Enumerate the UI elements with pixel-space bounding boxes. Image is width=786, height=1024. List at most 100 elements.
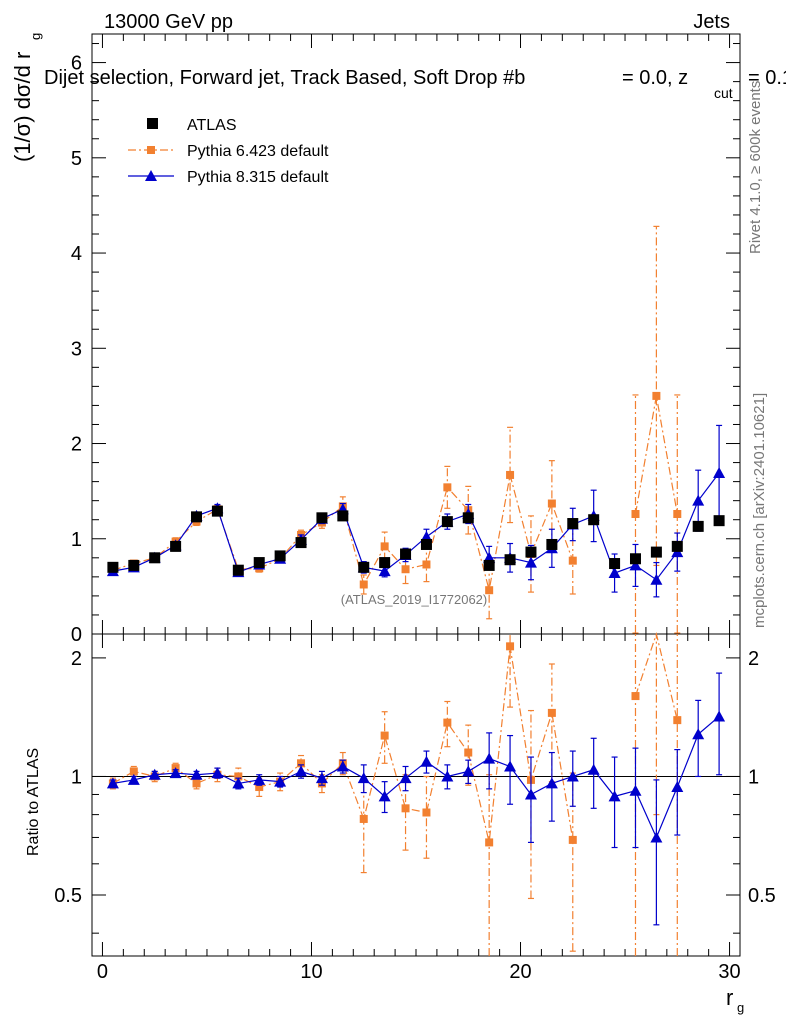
atlas-point bbox=[567, 518, 579, 530]
atlas-point bbox=[295, 537, 307, 549]
ratio-x-axis: 0 10 20 30 bbox=[97, 634, 741, 983]
pythia8-main-point bbox=[650, 573, 663, 585]
category-label: Jets bbox=[693, 11, 730, 33]
main-y-label-sub: g bbox=[28, 33, 43, 40]
pythia8-ratio-point bbox=[274, 775, 287, 787]
atlas-point bbox=[358, 561, 370, 573]
pythia6-ratio-point bbox=[422, 808, 431, 817]
x-tick-label: 10 bbox=[300, 961, 322, 983]
plot-title-end: = 0.1 bbox=[748, 67, 786, 89]
atlas-point bbox=[462, 512, 474, 524]
pythia8-main-point bbox=[608, 567, 621, 579]
pythia8-ratio-point bbox=[420, 755, 433, 767]
plot-title-sub: cut bbox=[714, 85, 733, 101]
pythia6-ratio-point bbox=[673, 716, 682, 725]
pythia8-ratio-point bbox=[587, 763, 600, 775]
ratio-y-tick-label: 2 bbox=[71, 648, 82, 670]
pythia6-ratio-point bbox=[547, 708, 556, 717]
pythia8-ratio-point bbox=[211, 767, 224, 779]
pythia6-main-point bbox=[359, 580, 368, 589]
pythia8-ratio-point bbox=[127, 773, 140, 785]
ratio-y-tick-label-right: 2 bbox=[748, 648, 759, 670]
pythia6-ratio-point bbox=[485, 838, 494, 847]
ratio-plot-panel: 0.5 0.5 1 1 2 2 0 10 20 30 bbox=[54, 631, 776, 983]
pythia8-main-point bbox=[713, 467, 726, 479]
pythia6-ratio-point bbox=[192, 779, 201, 788]
ratio-y-tick-label: 1 bbox=[71, 766, 82, 788]
pythia6-ratio-point bbox=[297, 759, 306, 768]
analysis-watermark: (ATLAS_2019_I1772062) bbox=[341, 592, 487, 607]
x-tick-label: 30 bbox=[718, 961, 740, 983]
atlas-point bbox=[588, 514, 600, 526]
pythia8-ratio-point bbox=[483, 752, 496, 764]
pythia6-main-point bbox=[547, 499, 556, 508]
ratio-y-tick-label-right: 0.5 bbox=[748, 885, 776, 907]
pythia6-main-point bbox=[485, 586, 494, 595]
pythia8-ratio-point bbox=[295, 765, 308, 777]
pythia8-ratio-point bbox=[169, 767, 182, 779]
pythia8-ratio-line bbox=[112, 716, 720, 839]
pythia8-main-point bbox=[629, 559, 642, 571]
legend-atlas-label: ATLAS bbox=[187, 117, 237, 134]
mcplots-label: mcplots.cern.ch [arXiv:2401.10621] bbox=[751, 393, 768, 628]
pythia6-ratio-point bbox=[568, 835, 577, 844]
main-x-ticks bbox=[101, 34, 731, 634]
atlas-point bbox=[191, 511, 203, 523]
pythia6-main-point bbox=[443, 483, 452, 492]
pythia8-ratio-point bbox=[378, 790, 391, 802]
pythia6-ratio-point bbox=[401, 804, 410, 813]
pythia6-main-point bbox=[652, 391, 661, 400]
legend-atlas-marker bbox=[147, 118, 158, 129]
atlas-point bbox=[253, 557, 265, 569]
main-plot-panel: 0 1 2 3 4 5 6 bbox=[71, 33, 741, 646]
ratio-y-tick-label-right: 1 bbox=[748, 766, 759, 788]
atlas-point bbox=[504, 554, 516, 566]
atlas-point bbox=[400, 548, 412, 560]
pythia6-main-point bbox=[673, 510, 682, 518]
pythia8-ratio-point bbox=[315, 772, 328, 784]
pythia8-main-point bbox=[524, 556, 537, 568]
legend-pythia8-label: Pythia 8.315 default bbox=[187, 169, 329, 186]
atlas-point bbox=[170, 540, 182, 552]
pythia6-main-point bbox=[401, 565, 410, 574]
pythia8-ratio-point bbox=[608, 790, 621, 802]
pythia6-ratio-point bbox=[464, 748, 473, 757]
atlas-point bbox=[483, 559, 495, 571]
rivet-label: Rivet 4.1.0, ≥ 600k events bbox=[747, 81, 764, 254]
pythia6-ratio-point bbox=[359, 814, 368, 823]
atlas-point bbox=[420, 538, 432, 550]
pythia6-ratio-point bbox=[380, 731, 389, 740]
pythia6-ratio-point bbox=[631, 692, 640, 701]
atlas-point bbox=[713, 515, 725, 527]
legend: ATLAS Pythia 6.423 default Pythia 8.315 … bbox=[128, 117, 329, 186]
atlas-point bbox=[316, 512, 328, 524]
atlas-point bbox=[650, 546, 662, 558]
pythia6-main-point bbox=[380, 542, 389, 551]
plot-title: Dijet selection, Forward jet, Track Base… bbox=[44, 67, 525, 89]
main-y-tick-label: 3 bbox=[71, 338, 82, 360]
main-y-tick-label: 4 bbox=[71, 243, 82, 265]
atlas-point bbox=[149, 552, 161, 564]
atlas-point bbox=[379, 557, 391, 569]
pythia6-ratio-point bbox=[234, 772, 243, 781]
main-y-tick-label: 1 bbox=[71, 529, 82, 551]
legend-pythia6-label: Pythia 6.423 default bbox=[187, 143, 329, 160]
pythia8-ratio-point bbox=[629, 784, 642, 796]
atlas-point bbox=[671, 540, 683, 552]
pythia6-ratio-line bbox=[112, 646, 574, 843]
pythia6-main-point bbox=[631, 510, 640, 518]
main-y-label: (1/σ) dσ/d r bbox=[10, 52, 35, 162]
pythia8-ratio-point bbox=[713, 710, 726, 722]
pythia6-main-point bbox=[506, 470, 515, 479]
legend-pythia6-marker bbox=[147, 146, 155, 154]
pythia6-ratio-point bbox=[443, 718, 452, 727]
atlas-point bbox=[609, 558, 621, 570]
ratio-y-tick-label: 0.5 bbox=[54, 885, 82, 907]
x-tick-label: 20 bbox=[509, 961, 531, 983]
pythia6-ratio-point bbox=[129, 767, 138, 776]
main-data-layer bbox=[106, 225, 726, 634]
pythia8-ratio-point bbox=[462, 765, 475, 777]
pythia8-ratio-point bbox=[566, 770, 579, 782]
pythia8-ratio-point bbox=[441, 770, 454, 782]
